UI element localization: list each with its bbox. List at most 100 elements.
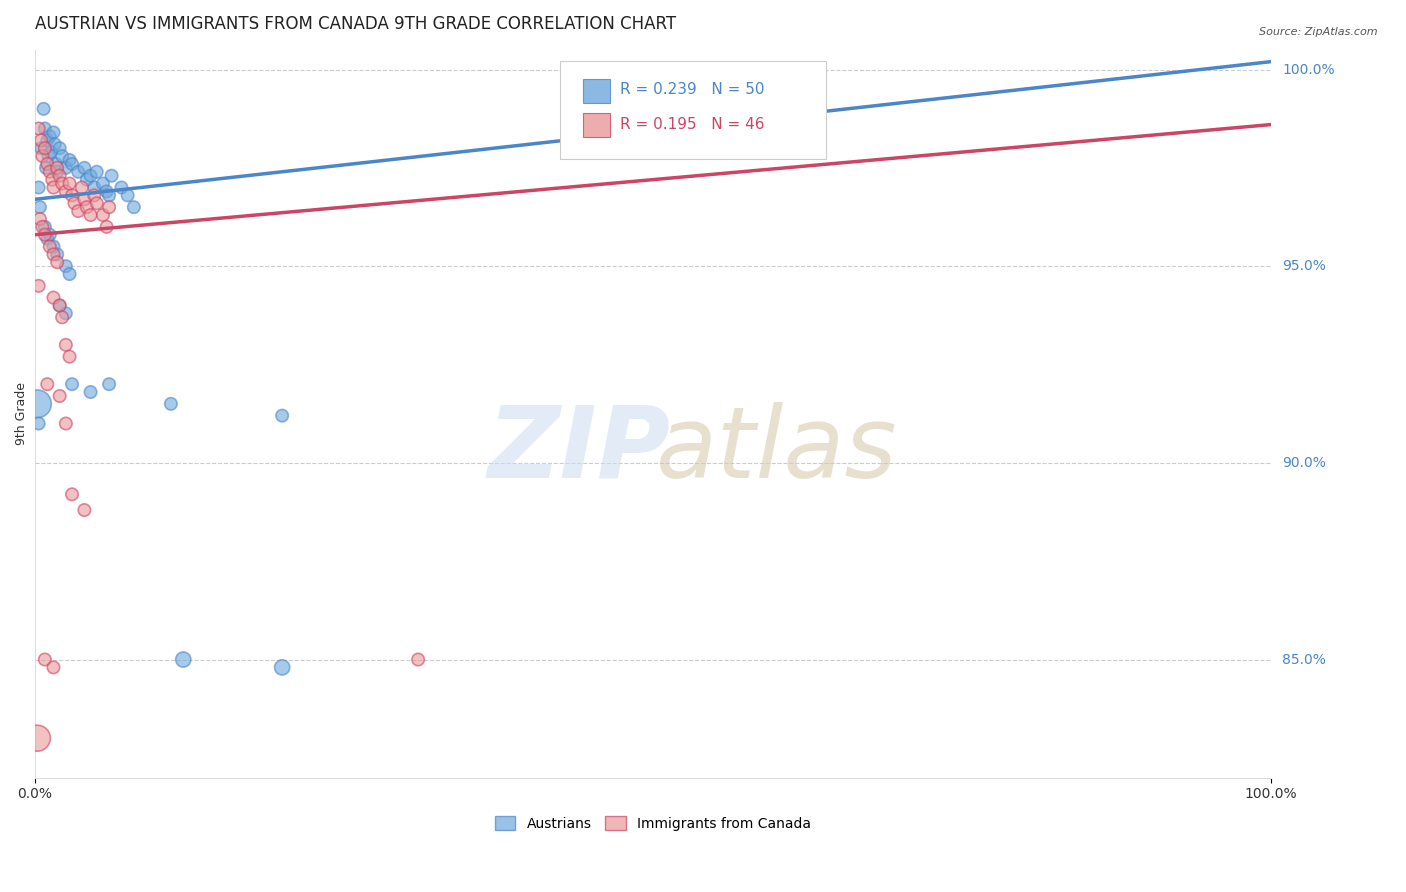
Point: [48, 169, 70, 183]
Point: [271, 660, 294, 674]
Point: [86, 165, 108, 179]
FancyBboxPatch shape: [560, 61, 827, 159]
Point: [60, 188, 83, 202]
Point: [96, 185, 118, 199]
Point: [48, 389, 70, 403]
Point: [48, 299, 70, 313]
Point: [48, 141, 70, 155]
Point: [28, 211, 51, 226]
Point: [58, 177, 80, 191]
Point: [27, 278, 49, 293]
Point: [48, 299, 70, 313]
Point: [38, 227, 60, 242]
Point: [42, 291, 65, 305]
Point: [45, 157, 67, 171]
Text: atlas: atlas: [655, 401, 897, 499]
Point: [46, 161, 69, 175]
Point: [73, 503, 96, 517]
Point: [27, 180, 49, 194]
Point: [63, 196, 86, 211]
Point: [31, 219, 53, 234]
Point: [60, 377, 83, 392]
Point: [38, 129, 60, 144]
Point: [98, 188, 121, 202]
Point: [55, 338, 77, 352]
Point: [27, 121, 49, 136]
Point: [160, 397, 183, 411]
Point: [83, 188, 105, 202]
Bar: [582, 113, 610, 137]
Text: AUSTRIAN VS IMMIGRANTS FROM CANADA 9TH GRADE CORRELATION CHART: AUSTRIAN VS IMMIGRANTS FROM CANADA 9TH G…: [35, 15, 676, 33]
Point: [37, 377, 59, 392]
Point: [42, 180, 65, 194]
Point: [58, 153, 80, 167]
Point: [70, 180, 93, 194]
Point: [67, 204, 90, 219]
Bar: [582, 78, 610, 103]
Point: [27, 397, 49, 411]
Y-axis label: 9th Grade: 9th Grade: [15, 382, 28, 445]
Point: [58, 350, 80, 364]
Point: [46, 255, 69, 269]
Point: [39, 145, 62, 160]
Point: [44, 137, 66, 152]
Point: [73, 161, 96, 175]
Point: [34, 219, 56, 234]
Point: [38, 165, 60, 179]
Point: [79, 169, 101, 183]
Point: [55, 185, 77, 199]
Point: [96, 219, 118, 234]
Point: [271, 409, 294, 423]
Point: [55, 306, 77, 320]
Point: [38, 149, 60, 163]
Point: [34, 141, 56, 155]
Point: [27, 417, 49, 431]
Point: [28, 200, 51, 214]
Point: [55, 417, 77, 431]
Point: [37, 232, 59, 246]
Point: [32, 102, 55, 116]
Point: [76, 172, 98, 186]
Point: [55, 259, 77, 273]
Point: [122, 200, 145, 214]
Point: [60, 157, 83, 171]
Text: 100.0%: 100.0%: [1282, 62, 1334, 77]
Point: [79, 385, 101, 400]
Point: [37, 133, 59, 147]
Point: [37, 157, 59, 171]
Text: R = 0.239   N = 50: R = 0.239 N = 50: [620, 82, 763, 97]
Point: [91, 208, 114, 222]
Point: [100, 169, 122, 183]
Point: [51, 310, 73, 325]
Point: [34, 121, 56, 136]
Point: [51, 149, 73, 163]
Point: [51, 177, 73, 191]
Point: [27, 731, 49, 746]
Point: [79, 208, 101, 222]
Point: [41, 172, 63, 186]
Point: [406, 652, 429, 666]
Text: 85.0%: 85.0%: [1282, 653, 1326, 666]
Point: [38, 239, 60, 253]
Point: [83, 180, 105, 194]
Text: R = 0.195   N = 46: R = 0.195 N = 46: [620, 117, 763, 131]
Point: [55, 161, 77, 175]
Text: 95.0%: 95.0%: [1282, 260, 1326, 273]
Point: [30, 133, 52, 147]
Point: [117, 188, 139, 202]
Text: 90.0%: 90.0%: [1282, 456, 1326, 470]
Point: [35, 161, 58, 175]
Point: [58, 267, 80, 281]
Point: [42, 247, 65, 261]
Point: [172, 652, 194, 666]
Point: [42, 239, 65, 253]
Point: [98, 377, 121, 392]
Point: [98, 200, 121, 214]
Point: [34, 227, 56, 242]
Text: ZIP: ZIP: [488, 401, 671, 499]
Point: [42, 660, 65, 674]
Point: [42, 125, 65, 139]
Point: [34, 652, 56, 666]
Point: [60, 487, 83, 501]
Legend: Austrians, Immigrants from Canada: Austrians, Immigrants from Canada: [489, 810, 817, 836]
